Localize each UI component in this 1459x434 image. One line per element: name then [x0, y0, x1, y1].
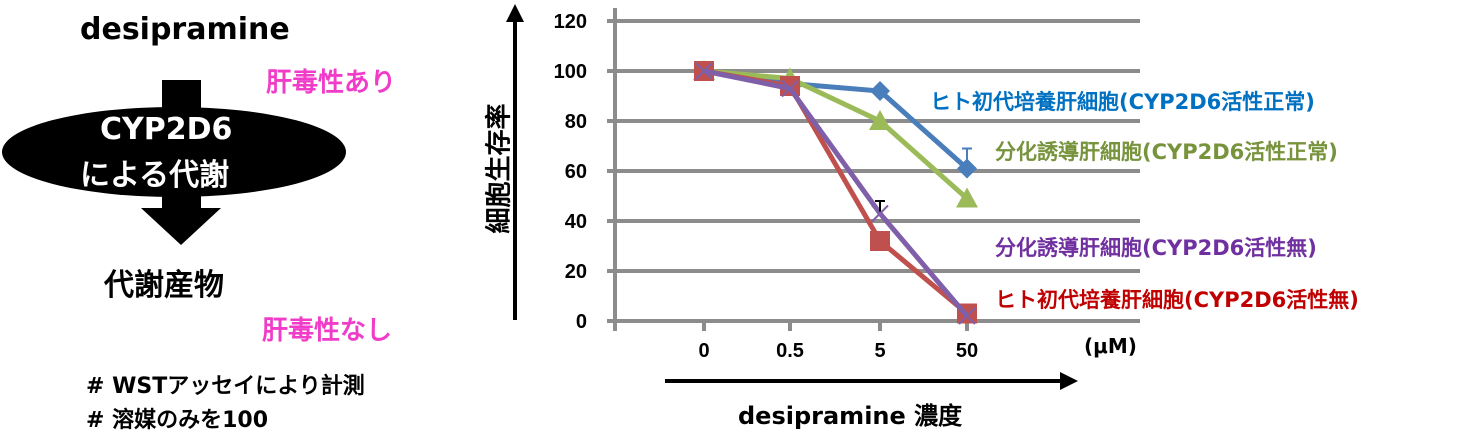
- data-point-x: [695, 62, 713, 80]
- data-point-x: [781, 79, 799, 98]
- x-tick-label: 0.5: [776, 340, 804, 362]
- data-point-diamond: [870, 81, 890, 101]
- y-arrow-head: [506, 4, 524, 22]
- series-label-ipsc-null: 分化誘導肝細胞(CYP2D6活性無): [995, 236, 1317, 260]
- data-point-triangle: [956, 187, 978, 208]
- y-tick-label: 20: [565, 261, 587, 283]
- data-point-x: [871, 204, 889, 223]
- y-axis-label: 細胞生存率: [484, 103, 515, 234]
- y-tick-label: 120: [554, 11, 587, 33]
- y-tick-label: 40: [565, 211, 587, 233]
- data-point-x: [958, 307, 976, 325]
- y-tick-label: 0: [576, 311, 587, 333]
- x-tick-label: 5: [874, 340, 885, 362]
- series-line: [703, 68, 969, 318]
- x-unit-label: (μM): [1084, 334, 1137, 358]
- metabolism-diagram: [2, 80, 346, 245]
- note-assay: # WSTアッセイにより計測: [86, 374, 365, 399]
- enzyme-label-1: CYP2D6: [100, 112, 233, 147]
- series-label-primary-normal: ヒト初代培養肝細胞(CYP2D6活性正常): [930, 90, 1315, 114]
- drug-name: desipramine: [80, 12, 290, 47]
- series-line: [703, 68, 969, 201]
- x-axis-label: desipramine 濃度: [738, 402, 963, 430]
- series-label-ipsc-normal: 分化誘導肝細胞(CYP2D6活性正常): [995, 140, 1338, 164]
- data-point-diamond: [957, 158, 977, 179]
- note-vehicle: # 溶媒のみを100: [86, 408, 269, 433]
- y-tick-label: 100: [554, 61, 587, 83]
- y-tick-label: 60: [565, 161, 587, 183]
- data-point-triangle: [869, 110, 891, 130]
- data-point-square: [870, 231, 890, 251]
- metabolite-label: 代謝産物: [104, 268, 224, 303]
- y-tick-label: 80: [565, 111, 587, 133]
- enzyme-ellipse: [2, 107, 346, 197]
- toxicity-negative: 肝毒性なし: [262, 316, 393, 346]
- series-line: [703, 68, 969, 316]
- x-arrow-head: [1060, 372, 1078, 390]
- enzyme-label-2: による代謝: [80, 158, 230, 193]
- x-tick-label: 0: [698, 340, 709, 362]
- series-label-primary-null: ヒト初代培養肝細胞(CYP2D6活性無): [995, 288, 1359, 312]
- x-tick-label: 50: [956, 340, 978, 362]
- toxicity-positive: 肝毒性あり: [266, 68, 397, 98]
